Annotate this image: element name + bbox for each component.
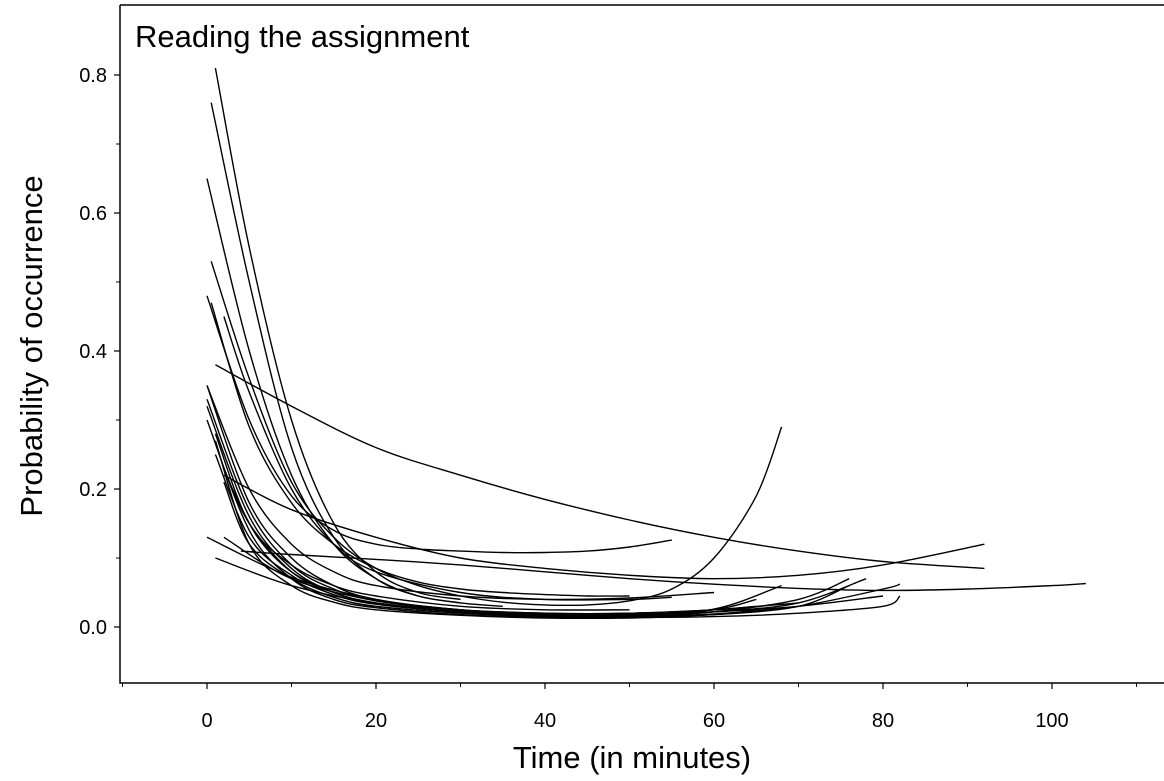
series-line-15 xyxy=(223,468,757,617)
x-tick-label: 40 xyxy=(534,710,556,732)
series-line-6 xyxy=(210,302,630,597)
series-line-22 xyxy=(223,536,850,618)
series-line-8 xyxy=(206,385,715,601)
y-tick-label: 0.2 xyxy=(79,479,107,501)
x-tick-label: 100 xyxy=(1035,710,1068,732)
axis-ticks xyxy=(114,74,1137,689)
chart-title: Reading the assignment xyxy=(135,19,470,54)
series-line-1 xyxy=(214,67,461,601)
x-tick-label: 60 xyxy=(703,710,725,732)
series-line-4 xyxy=(210,261,783,607)
series-line-7 xyxy=(215,364,985,570)
series-line-16 xyxy=(223,474,985,580)
series-line-19 xyxy=(240,550,1086,592)
series-line-12 xyxy=(223,316,672,601)
series-line-24 xyxy=(214,440,672,620)
y-tick-label: 0.6 xyxy=(79,203,107,225)
y-axis-title: Probability of occurrence xyxy=(14,175,49,516)
x-tick-label: 20 xyxy=(365,710,387,732)
y-tick-label: 0.8 xyxy=(79,65,107,87)
y-tick-label: 0.4 xyxy=(79,341,107,363)
x-tick-label: 0 xyxy=(201,710,212,732)
plot-frame xyxy=(119,4,1164,684)
y-tick-label: 0.0 xyxy=(79,617,107,639)
series-lines xyxy=(206,67,1086,620)
series-line-3 xyxy=(206,178,503,607)
x-tick-label: 80 xyxy=(872,710,894,732)
x-axis-title: Time (in minutes) xyxy=(513,740,751,775)
